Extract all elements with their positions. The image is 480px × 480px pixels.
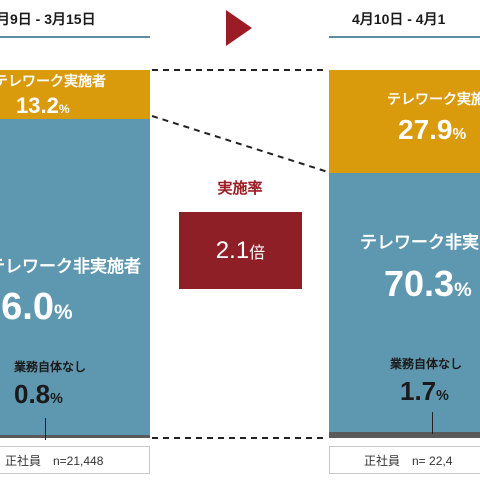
left-no-work-segment [0,435,150,438]
ratio-unit: 倍 [249,245,266,262]
left-non-telework-label: テレワーク非実施者 [0,257,141,276]
left-footer-note: 正社員 n=21,448 [0,446,150,474]
right-telework-value: 27.9% [398,114,467,145]
left-no-work-label: 業務自体なし [14,360,87,374]
right-header-underline [329,36,480,38]
arrow-right-icon [226,10,252,46]
left-non-telework-value: 86.0% [0,286,73,328]
left-telework-segment [0,70,150,119]
right-telework-label: テレワーク実施 [387,91,480,107]
right-telework-segment [329,70,480,173]
right-period-header: 4月10日 - 4月1 [352,11,446,27]
left-no-work-leader-line [45,418,46,440]
ratio-box: 2.1倍 [179,212,302,289]
left-header-underline [0,36,150,38]
ratio-title: 実施率 [217,180,263,197]
ratio-value: 2.1 [215,237,250,264]
left-no-work-value: 0.8% [14,379,63,409]
right-non-telework-value: 70.3% [384,263,472,304]
right-non-telework-segment [329,172,480,432]
right-no-work-leader-line [432,412,433,434]
right-no-work-value: 1.7% [400,376,449,406]
right-non-telework-label: テレワーク非実 [360,233,479,252]
right-no-work-label: 業務自体なし [390,357,463,371]
left-telework-label: テレワーク実施者 [0,73,106,89]
left-non-telework-segment [0,118,150,436]
left-telework-value: 13.2% [16,93,70,118]
right-footer-note: 正社員 n= 22,4 [329,446,480,474]
left-period-header: 月9日 - 3月15日 [0,11,96,27]
right-no-work-segment [329,431,480,438]
